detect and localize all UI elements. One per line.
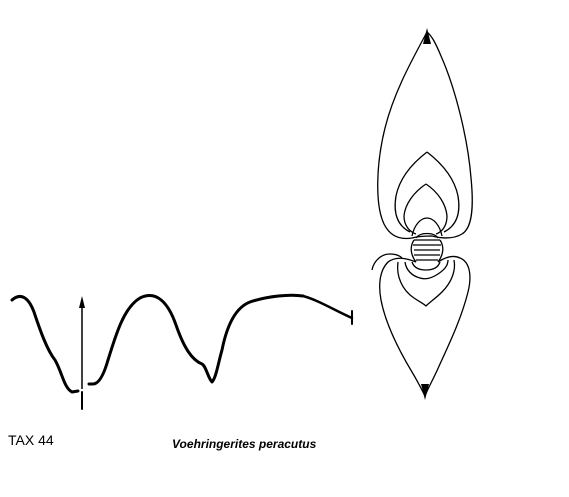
species-name: Voehringerites peracutus (172, 437, 317, 451)
keel-tip-lower (421, 384, 429, 400)
suture-saddle-left (10, 295, 80, 394)
umbilicus-top (415, 232, 439, 239)
suture-right-tail (301, 294, 354, 320)
inner-whorl-lower-3 (411, 261, 441, 271)
inner-whorl-upper-2 (403, 183, 448, 235)
outer-whorl-upper (377, 31, 473, 240)
suture-lobe-middle (87, 293, 305, 386)
tax-label: TAX 44 (8, 432, 54, 448)
inner-whorl-lower-2 (404, 259, 449, 280)
keel-tip-upper (423, 28, 431, 44)
venter-arrow-head (79, 296, 85, 308)
venter-arrow (79, 296, 85, 389)
inner-whorl-lower (396, 259, 456, 307)
outer-whorl-lower (379, 255, 471, 397)
section-hook (371, 253, 403, 271)
cross-section (371, 31, 473, 397)
umbilical-whorls (413, 239, 441, 261)
umbilical-sides (410, 239, 444, 263)
inner-whorl-upper (394, 151, 460, 233)
inner-whorl-upper-3 (411, 217, 443, 237)
suture-line (10, 293, 354, 410)
